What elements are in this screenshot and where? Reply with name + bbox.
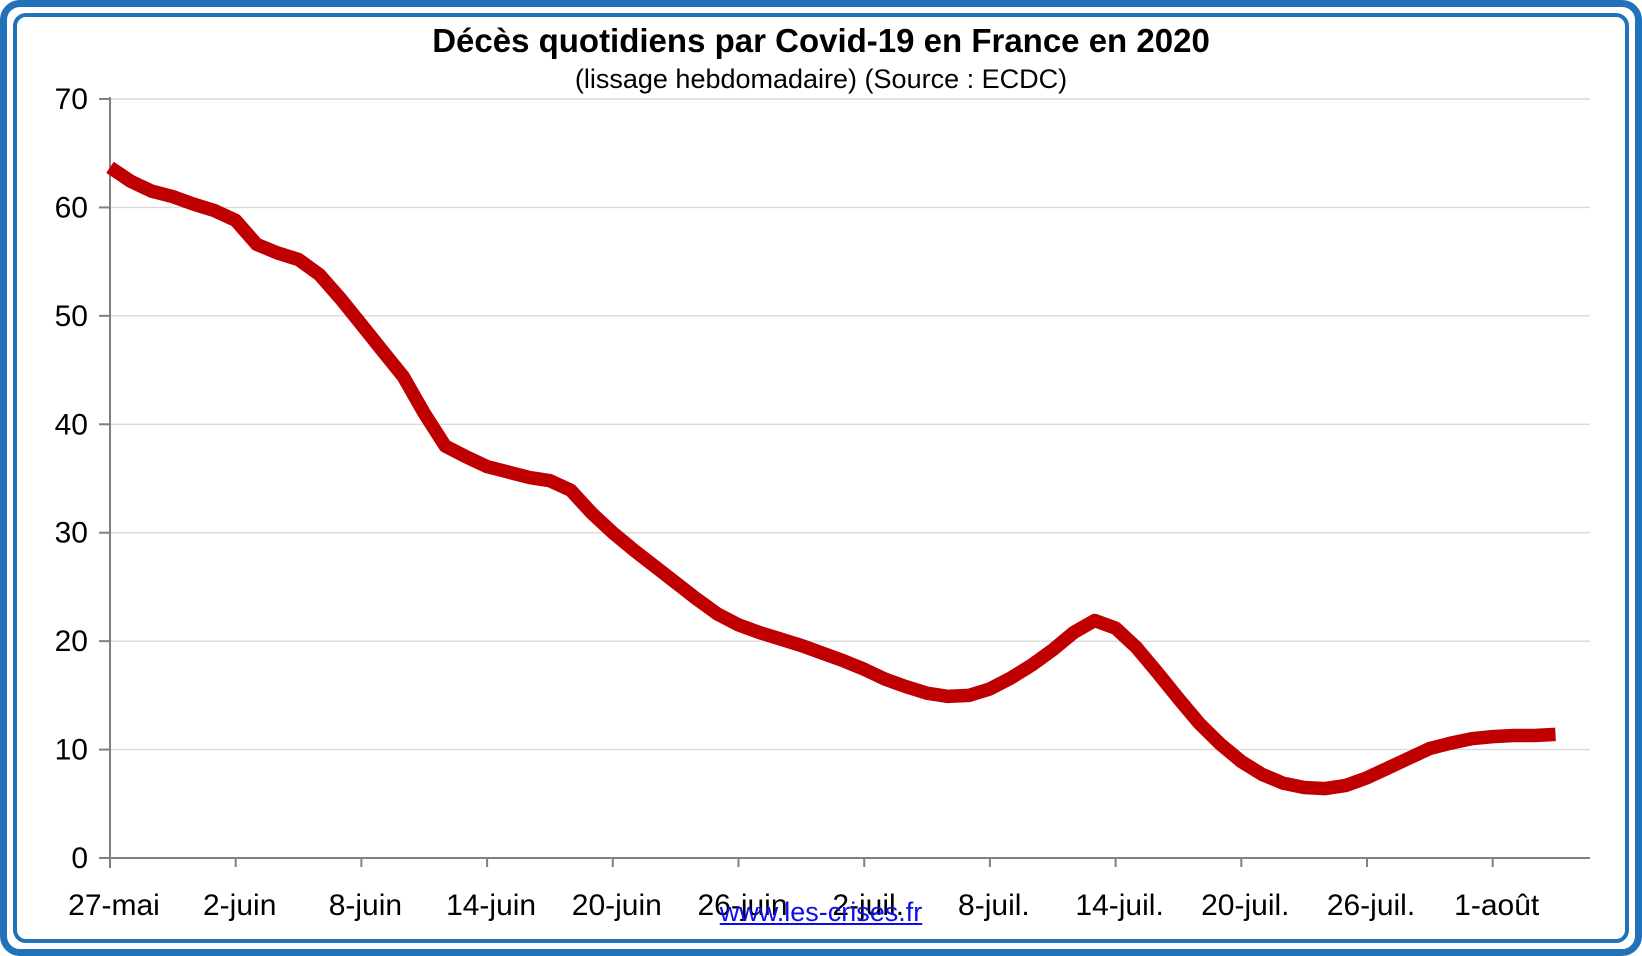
y-tick-label: 10	[55, 734, 88, 767]
chart-subtitle: (lissage hebdomadaire) (Source : ECDC)	[574, 64, 1068, 94]
chart-title: Décès quotidiens par Covid-19 en France …	[432, 22, 1210, 59]
x-tick-label: 20-juin	[572, 889, 662, 922]
x-tick-label: 27-mai	[68, 889, 160, 922]
x-tick-label: 26-juin	[697, 889, 787, 922]
x-tick-label: 14-juin	[446, 889, 536, 922]
y-tick-label: 40	[55, 408, 88, 441]
x-tick-label: 20-juil.	[1201, 889, 1289, 922]
y-tick-label: 0	[71, 842, 88, 875]
y-tick-label: 50	[55, 300, 88, 333]
y-tick-label: 70	[55, 83, 88, 116]
x-tick-label: 2-juil.	[832, 889, 904, 922]
y-tick-label: 30	[55, 517, 88, 550]
x-tick-label: 14-juil.	[1075, 889, 1163, 922]
x-tick-label: 8-juin	[329, 889, 402, 922]
x-tick-label: 2-juin	[203, 889, 276, 922]
x-tick-label: 8-juil.	[958, 889, 1030, 922]
footer: www.les-crises.fr	[0, 897, 1642, 928]
footer-link[interactable]: www.les-crises.fr	[719, 897, 923, 927]
covid-deaths-line	[106, 161, 1556, 796]
y-tick-label: 60	[55, 191, 88, 224]
y-tick-label: 20	[55, 625, 88, 658]
x-tick-label: 1-août	[1454, 889, 1540, 922]
x-tick-label: 26-juil.	[1327, 889, 1415, 922]
